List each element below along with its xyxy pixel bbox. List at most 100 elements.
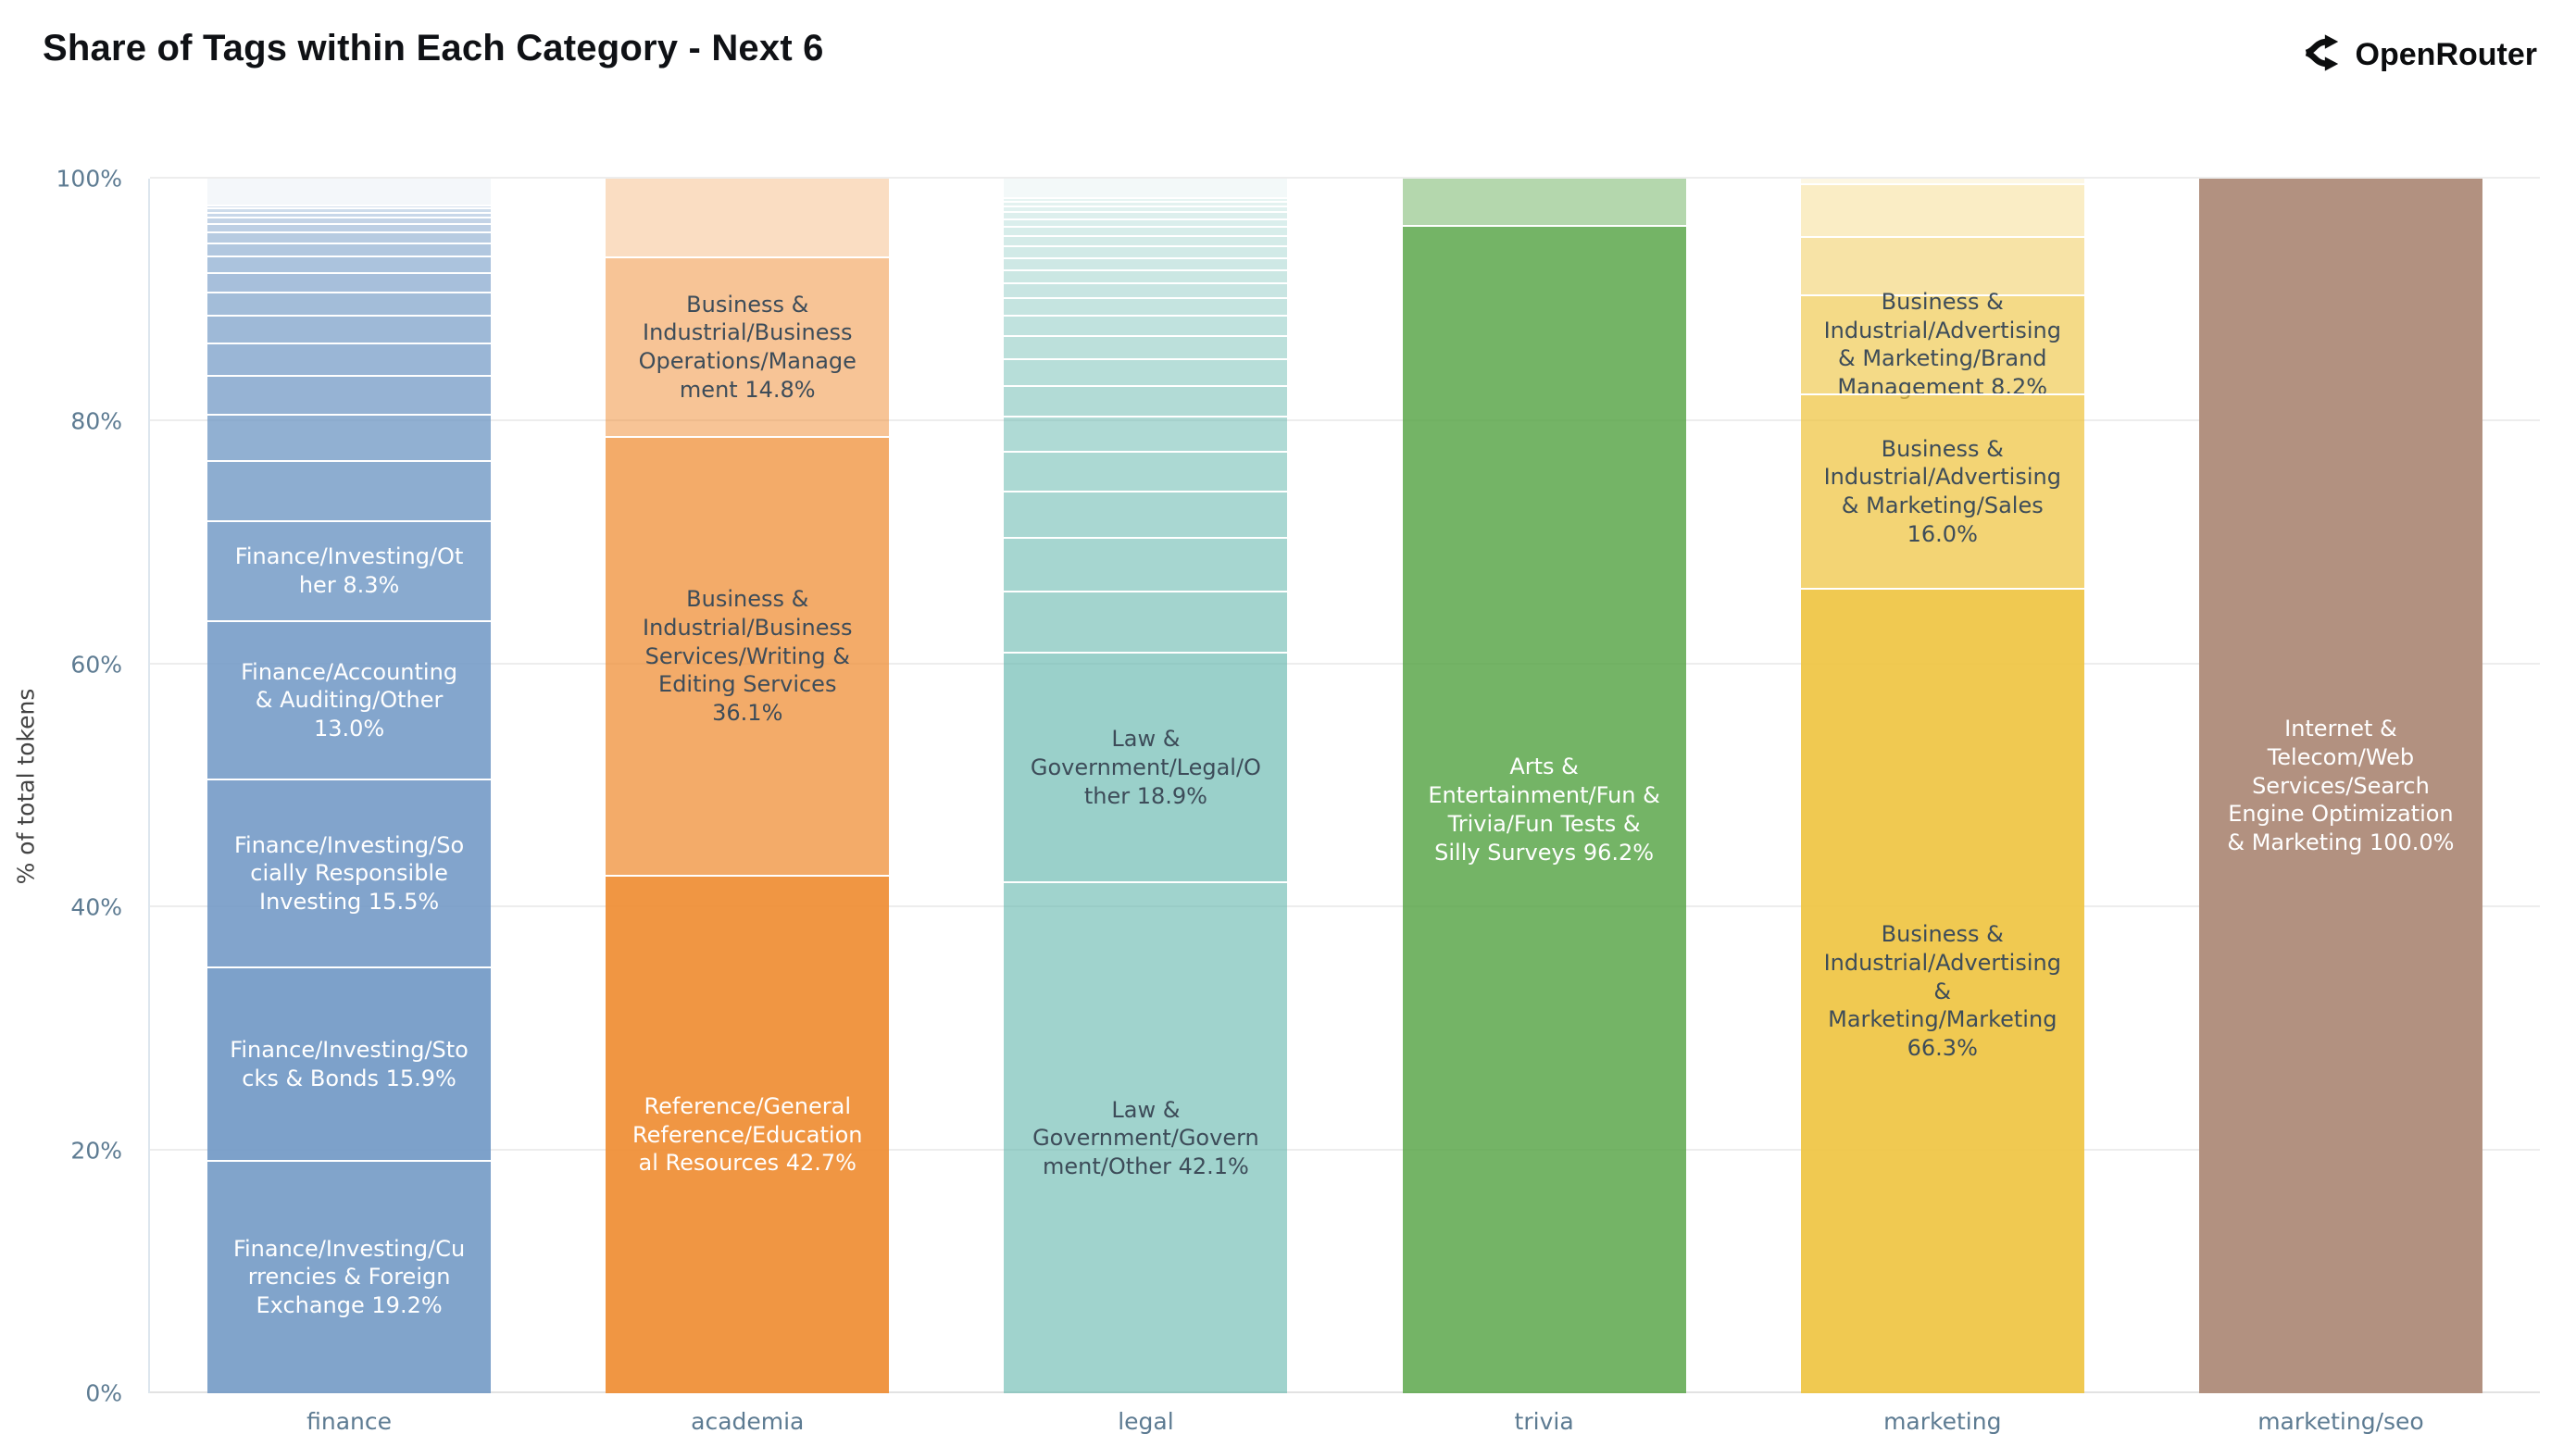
x-axis-label: academia xyxy=(691,1408,805,1435)
bar-segment[interactable] xyxy=(1004,179,1288,197)
bar-segment[interactable] xyxy=(207,314,492,343)
y-tick-label: 40% xyxy=(70,893,122,921)
bar-segment[interactable] xyxy=(207,414,492,461)
bar-marketing-seo: Internet & Telecom/Web Services/Search E… xyxy=(2198,179,2482,1393)
bar-segment-label: Business & Industrial/Advertising & Mark… xyxy=(1823,435,2061,547)
x-axis-label: marketing/seo xyxy=(2257,1408,2424,1435)
bar-segment[interactable] xyxy=(1004,282,1288,298)
bar-segment[interactable] xyxy=(207,212,492,218)
bar-segment[interactable] xyxy=(1004,234,1288,246)
bar-segment[interactable] xyxy=(1004,415,1288,451)
bar-slot-marketing: Business & Industrial/Advertising & Mark… xyxy=(1744,179,2142,1435)
bar-segment-label: Business & Industrial/Advertising & Mark… xyxy=(1823,288,2061,401)
bar-slot-academia: Business & Industrial/Business Operation… xyxy=(548,179,946,1435)
bar-segment[interactable]: Business & Industrial/Business Services/… xyxy=(606,436,890,875)
page-title: Share of Tags within Each Category - Nex… xyxy=(43,28,824,69)
bar-segment[interactable] xyxy=(207,375,492,415)
bar-segment[interactable]: Finance/Investing/Currencies & Foreign E… xyxy=(207,1159,492,1393)
bar-finance: Finance/Investing/Other 8.3% Finance/Acco… xyxy=(207,179,492,1393)
y-tick-label: 0% xyxy=(85,1379,122,1407)
bar-segment-label: Reference/General Reference/Educational … xyxy=(632,1092,863,1177)
openrouter-brand[interactable]: OpenRouter xyxy=(2300,31,2537,78)
bar-segment[interactable] xyxy=(207,242,492,256)
gridline xyxy=(150,419,2540,422)
bar-segment[interactable] xyxy=(207,256,492,272)
bar-segment[interactable] xyxy=(207,179,492,205)
bar-segment[interactable] xyxy=(1004,211,1288,218)
bar-segment[interactable] xyxy=(1004,218,1288,227)
bar-segment[interactable]: Business & Industrial/Advertising & Mark… xyxy=(1800,588,2084,1393)
bar-segment[interactable]: Reference/General Reference/Educational … xyxy=(606,874,890,1393)
bar-segment[interactable] xyxy=(1004,358,1288,385)
bar-segment[interactable] xyxy=(207,222,492,231)
bar-segment-label: Business & Industrial/Business Services/… xyxy=(643,586,853,727)
bar-segment-label: Finance/Investing/Socially Responsible I… xyxy=(233,831,465,915)
bar-segment[interactable]: Law & Government/Government/Other 42.1% xyxy=(1004,881,1288,1393)
bar-segment[interactable] xyxy=(1004,245,1288,257)
bars-row: Finance/Investing/Other 8.3% Finance/Acco… xyxy=(150,179,2540,1435)
bar-segment-label: Business & Industrial/Business Operation… xyxy=(638,291,857,403)
bar-segment[interactable]: Finance/Investing/Other 8.3% xyxy=(207,519,492,621)
bar-segment[interactable] xyxy=(1004,206,1288,212)
bar-segment[interactable] xyxy=(207,343,492,376)
bar-segment[interactable] xyxy=(207,231,492,243)
bar-segment[interactable] xyxy=(1402,179,1686,225)
y-tick-label: 100% xyxy=(56,165,122,193)
bar-segment[interactable] xyxy=(606,179,890,256)
gridline xyxy=(150,1148,2540,1151)
bar-segment[interactable] xyxy=(1004,201,1288,206)
bar-segment-label: Business & Industrial/Advertising & Mark… xyxy=(1823,921,2061,1062)
bar-segment[interactable] xyxy=(207,217,492,223)
bar-segment[interactable] xyxy=(1004,536,1288,591)
bar-segment[interactable] xyxy=(1800,179,2084,184)
bar-segment[interactable]: Finance/Accounting & Auditing/Other 13.0… xyxy=(207,620,492,779)
bar-segment[interactable]: Business & Industrial/Business Operation… xyxy=(606,256,890,437)
y-tick-label: 20% xyxy=(70,1137,122,1165)
bar-slot-finance: Finance/Investing/Other 8.3% Finance/Acco… xyxy=(150,179,548,1435)
bar-segment-label: Law & Government/Legal/Other 18.9% xyxy=(1030,726,1261,809)
bar-segment-label: Finance/Investing/Currencies & Foreign E… xyxy=(232,1235,466,1319)
bar-segment[interactable] xyxy=(1004,297,1288,316)
bar-trivia: Arts & Entertainment/Fun & Trivia/Fun Te… xyxy=(1402,179,1686,1393)
y-tick-label: 80% xyxy=(70,407,122,435)
y-tick-label: 60% xyxy=(70,651,122,679)
bar-segment[interactable] xyxy=(1004,268,1288,283)
bar-segment[interactable] xyxy=(1004,450,1288,491)
bar-segment[interactable] xyxy=(207,460,492,520)
gridline xyxy=(150,1391,2540,1393)
openrouter-fork-icon xyxy=(2300,31,2343,78)
bar-segment[interactable] xyxy=(1004,335,1288,359)
bar-segment[interactable]: Law & Government/Legal/Other 18.9% xyxy=(1004,652,1288,882)
bar-segment-label: Finance/Accounting & Auditing/Other 13.0… xyxy=(241,658,458,742)
bar-segment[interactable] xyxy=(1004,384,1288,416)
bar-segment[interactable] xyxy=(207,207,492,213)
bar-segment[interactable]: Finance/Investing/Socially Responsible I… xyxy=(207,778,492,967)
bar-segment[interactable] xyxy=(1004,196,1288,202)
bar-slot-legal: Law & Government/Legal/Other 18.9% Law & … xyxy=(946,179,1344,1435)
bar-slot-trivia: Arts & Entertainment/Fun & Trivia/Fun Te… xyxy=(1345,179,1744,1435)
bar-segment[interactable] xyxy=(1800,183,2084,236)
bar-segment[interactable] xyxy=(1004,226,1288,235)
bar-segment[interactable]: Arts & Entertainment/Fun & Trivia/Fun Te… xyxy=(1402,224,1686,1393)
bar-segment-label: Internet & Telecom/Web Services/Search E… xyxy=(2227,716,2455,856)
bar-segment[interactable] xyxy=(1004,491,1288,537)
bar-segment[interactable]: Business & Industrial/Advertising & Mark… xyxy=(1800,289,2084,400)
bar-segment[interactable]: Business & Industrial/Advertising & Mark… xyxy=(1800,393,2084,589)
bar-segment[interactable] xyxy=(207,204,492,208)
x-axis-label: trivia xyxy=(1514,1408,1574,1435)
bar-segment[interactable] xyxy=(1004,590,1288,653)
bar-segment[interactable]: Finance/Investing/Stocks & Bonds 15.9% xyxy=(207,966,492,1160)
bar-marketing: Business & Industrial/Advertising & Mark… xyxy=(1800,179,2084,1393)
bar-segment-label: Finance/Investing/Other 8.3% xyxy=(234,543,464,598)
bar-segment-label: Law & Government/Government/Other 42.1% xyxy=(1032,1096,1259,1179)
bar-segment[interactable] xyxy=(1800,235,2084,294)
gridline xyxy=(150,662,2540,665)
bar-segment[interactable] xyxy=(207,291,492,315)
bar-legal: Law & Government/Legal/Other 18.9% Law & … xyxy=(1004,179,1288,1393)
bar-segment[interactable]: Internet & Telecom/Web Services/Search E… xyxy=(2198,179,2482,1393)
bar-segment[interactable] xyxy=(1004,256,1288,269)
bar-academia: Business & Industrial/Business Operation… xyxy=(606,179,890,1393)
bar-segment[interactable] xyxy=(207,271,492,292)
bar-segment[interactable] xyxy=(1004,315,1288,336)
